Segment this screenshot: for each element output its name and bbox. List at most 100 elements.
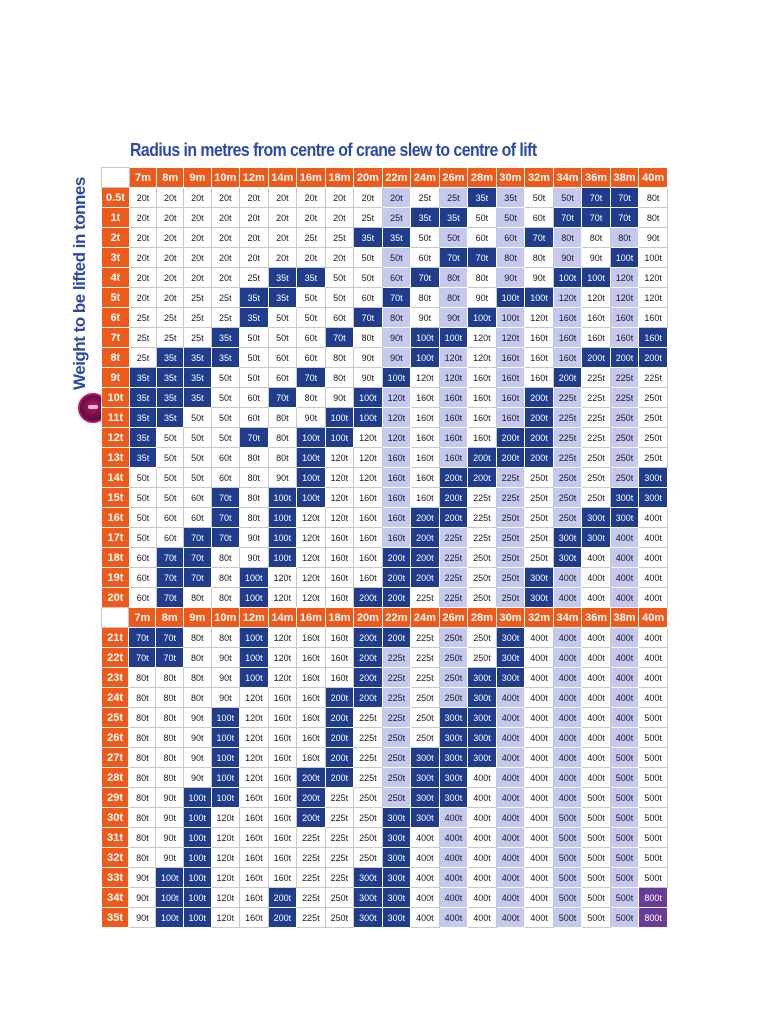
capacity-cell: 70t (128, 627, 157, 648)
capacity-cell: 60t (267, 367, 298, 388)
table-row: 17t 50t 60t 70t 70t 90t 100t 120t 160t 160t 160t 20… (101, 527, 668, 548)
capacity-cell: 500t (609, 847, 640, 868)
capacity-cell: 50t (438, 227, 469, 248)
capacity-cell: 160t (638, 307, 668, 328)
capacity-cell: 70t (156, 547, 185, 568)
capacity-cell: 35t (495, 187, 526, 208)
capacity-cell: 500t (552, 867, 583, 888)
capacity-cell: 80t (183, 587, 212, 608)
capacity-cell: 120t (609, 267, 640, 288)
capacity-cell: 500t (609, 907, 640, 928)
capacity-cell: 250t (581, 487, 611, 508)
capacity-cell: 80t (128, 707, 157, 728)
capacity-cell: 80t (239, 467, 269, 488)
capacity-cell: 120t (353, 427, 383, 448)
table-row: 5t 20t 20t 25t 25t 35t 35t 50t 50t 60t 70t 80t 80t 90… (101, 287, 668, 308)
capacity-cell: 50t (410, 227, 440, 248)
capacity-cell: 400t (552, 787, 583, 808)
weight-axis-label: Weight to be lifted in tonnes (70, 177, 89, 390)
capacity-cell: 300t (381, 887, 412, 908)
capacity-cell: 400t (609, 527, 640, 548)
capacity-cell: 50t (267, 307, 298, 328)
capacity-cell: 160t (381, 467, 412, 488)
capacity-cell: 225t (324, 807, 355, 828)
weight-row-label: 25t (101, 707, 130, 728)
capacity-cell: 60t (324, 307, 355, 328)
capacity-cell: 90t (183, 707, 212, 728)
capacity-cell: 20t (239, 187, 269, 208)
capacity-cell: 80t (210, 627, 241, 648)
capacity-cell: 160t (239, 887, 269, 908)
capacity-cell: 400t (638, 547, 668, 568)
weight-row-label: 4t (101, 267, 130, 288)
capacity-cell: 100t (267, 527, 298, 548)
capacity-cell: 100t (239, 567, 269, 588)
capacity-cell: 400t (467, 907, 497, 928)
capacity-cell: 90t (210, 667, 241, 688)
capacity-cell: 70t (155, 647, 184, 668)
capacity-cell: 200t (324, 727, 355, 748)
capacity-cell: 100t (581, 267, 611, 288)
capacity-cell: 300t (467, 727, 497, 748)
capacity-cell: 120t (267, 627, 298, 648)
capacity-cell: 160t (410, 467, 440, 488)
table-row: 6t 25t 25t 25t 25t 35t 50t 50t 60t 70t 80t 90t 90t 10… (101, 307, 668, 328)
capacity-cell: 160t (410, 387, 440, 408)
capacity-cell: 35t (210, 327, 241, 348)
capacity-cell: 250t (381, 787, 412, 808)
capacity-cell: 50t (183, 467, 212, 488)
capacity-cell: 100t (296, 487, 326, 508)
capacity-cell: 500t (609, 887, 640, 908)
capacity-cell: 60t (296, 327, 326, 348)
capacity-cell: 120t (438, 367, 469, 388)
capacity-cell: 400t (438, 847, 469, 868)
capacity-cell: 20t (267, 247, 298, 268)
capacity-cell: 100t (353, 387, 383, 408)
capacity-cell: 50t (239, 367, 269, 388)
capacity-cell: 60t (467, 227, 497, 248)
capacity-cell: 90t (183, 747, 212, 768)
capacity-cell: 80t (410, 287, 440, 308)
radius-header: 32m (524, 607, 554, 628)
radius-header: 26m (438, 607, 469, 628)
table-row: 33t 90t 100t 100t 120t 160t 160t 225t 225t 300t 30… (101, 867, 668, 888)
radius-header: 40m (638, 167, 668, 188)
capacity-cell: 400t (495, 847, 526, 868)
capacity-cell: 250t (467, 547, 497, 568)
capacity-cell: 25t (128, 307, 158, 328)
capacity-cell: 300t (410, 787, 440, 808)
capacity-cell: 200t (638, 347, 668, 368)
capacity-cell: 50t (324, 287, 355, 308)
capacity-cell: 160t (267, 827, 298, 848)
capacity-cell: 400t (581, 547, 611, 568)
capacity-cell: 25t (128, 327, 158, 348)
capacity-cell: 400t (552, 667, 583, 688)
capacity-cell: 80t (128, 827, 157, 848)
capacity-cell: 20t (183, 247, 212, 268)
capacity-cell: 90t (296, 407, 326, 428)
capacity-cell: 120t (581, 287, 611, 308)
weight-row-label: 17t (101, 527, 130, 548)
capacity-cell: 300t (381, 867, 412, 888)
capacity-cell: 70t (609, 187, 640, 208)
capacity-cell: 200t (296, 807, 326, 828)
capacity-cell: 60t (410, 247, 440, 268)
capacity-cell: 70t (239, 427, 269, 448)
capacity-cell: 60t (156, 507, 185, 528)
capacity-cell: 300t (438, 747, 469, 768)
capacity-cell: 80t (609, 227, 640, 248)
capacity-cell: 80t (155, 687, 184, 708)
radius-header: 7m (128, 607, 157, 628)
capacity-cell: 200t (438, 507, 469, 528)
capacity-cell: 70t (381, 287, 412, 308)
capacity-cell: 25t (183, 327, 212, 348)
capacity-cell: 160t (467, 367, 497, 388)
capacity-cell: 60t (156, 527, 185, 548)
capacity-cell: 20t (128, 267, 158, 288)
capacity-cell: 35t (267, 267, 298, 288)
capacity-cell: 500t (638, 867, 668, 888)
capacity-cell: 90t (495, 267, 526, 288)
capacity-cell: 160t (410, 487, 440, 508)
capacity-cell: 200t (324, 687, 355, 708)
capacity-cell: 225t (381, 667, 412, 688)
